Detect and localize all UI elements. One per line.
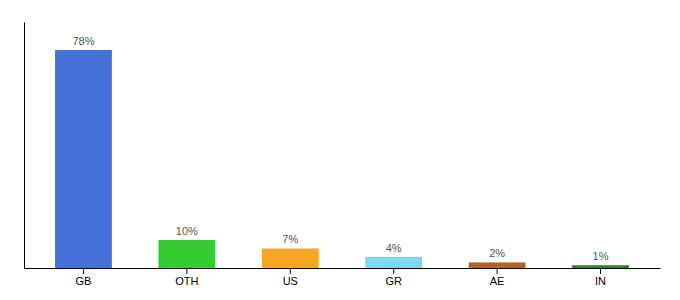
x-tick: AE	[490, 268, 505, 287]
data-label: 7%	[282, 233, 298, 245]
x-tick-label: IN	[595, 275, 606, 287]
x-axis: GB OTH US GR AE IN	[25, 268, 661, 287]
bar	[365, 257, 422, 268]
data-label: 4%	[386, 242, 402, 254]
x-tick-label: AE	[490, 275, 505, 287]
x-tick-mark	[186, 268, 187, 274]
data-label: 2%	[489, 247, 505, 259]
x-tick: GR	[385, 268, 402, 287]
x-tick-mark	[600, 268, 601, 274]
x-tick-label: US	[283, 275, 298, 287]
plot-area	[55, 50, 629, 268]
x-tick-mark	[290, 268, 291, 274]
chart-svg: GB OTH US GR AE IN 78% 10% 7% 4% 2% 1%	[0, 0, 680, 300]
x-axis-line	[25, 268, 661, 269]
data-label: 78%	[72, 35, 94, 47]
bar	[158, 240, 215, 268]
data-label: 10%	[176, 225, 198, 237]
data-labels: 78% 10% 7% 4% 2% 1%	[72, 35, 608, 262]
x-tick-mark	[497, 268, 498, 274]
x-tick-label: GB	[76, 275, 92, 287]
data-label: 1%	[593, 250, 609, 262]
x-tick-label: GR	[385, 275, 402, 287]
y-axis	[24, 23, 25, 269]
x-tick: OTH	[175, 268, 198, 287]
x-tick-mark	[393, 268, 394, 274]
chart-container: GB OTH US GR AE IN 78% 10% 7% 4% 2% 1%	[0, 0, 680, 300]
bar	[572, 265, 629, 268]
x-tick: GB	[76, 268, 92, 287]
bar	[55, 50, 112, 268]
y-axis-line	[24, 23, 25, 269]
x-tick-label: OTH	[175, 275, 198, 287]
bar	[262, 248, 319, 268]
x-tick-mark	[83, 268, 84, 274]
x-tick: US	[283, 268, 298, 287]
bar	[469, 262, 526, 268]
x-tick: IN	[595, 268, 606, 287]
